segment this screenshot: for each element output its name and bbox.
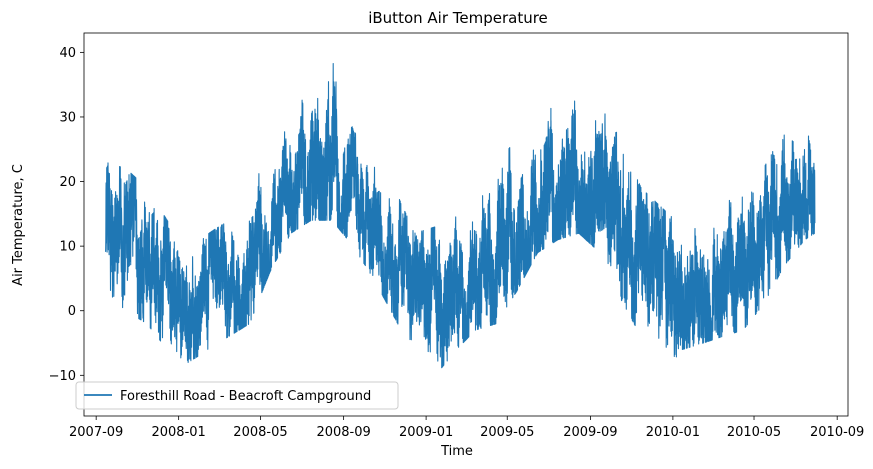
y-tick-label: −10 [49, 369, 76, 384]
x-tick-label: 2010-09 [810, 425, 864, 440]
y-axis: −10 0 10 20 30 40 [49, 46, 84, 384]
plot-frame [83, 32, 849, 417]
series-layer [105, 62, 816, 369]
x-axis: 2007-09 2008-01 2008-05 2008-09 2009-01 2009-… [69, 416, 864, 440]
x-tick-label: 2009-01 [399, 425, 453, 440]
y-tick-label: 30 [59, 110, 76, 125]
x-tick-label: 2008-05 [233, 425, 287, 440]
x-tick-label: 2010-01 [646, 425, 700, 440]
x-axis-title: Time [440, 444, 473, 459]
legend: Foresthill Road - Beacroft Campground [75, 381, 399, 410]
x-tick-label: 2007-09 [69, 425, 123, 440]
y-tick-label: 20 [59, 175, 76, 190]
y-tick-label: 40 [59, 46, 76, 61]
x-tick-label: 2008-01 [151, 425, 205, 440]
x-tick-label: 2009-09 [563, 425, 617, 440]
legend-label: Foresthill Road - Beacroft Campground [120, 389, 371, 404]
x-tick-label: 2008-09 [316, 425, 370, 440]
y-axis-title: Air Temperature, C [11, 164, 26, 286]
chart-title: iButton Air Temperature [368, 9, 548, 27]
legend-box [75, 381, 399, 410]
x-tick-label: 2010-05 [727, 425, 781, 440]
y-tick-label: 10 [59, 240, 76, 255]
x-tick-label: 2009-05 [480, 425, 534, 440]
series-line-0 [105, 62, 816, 369]
y-tick-label: 0 [68, 304, 76, 319]
